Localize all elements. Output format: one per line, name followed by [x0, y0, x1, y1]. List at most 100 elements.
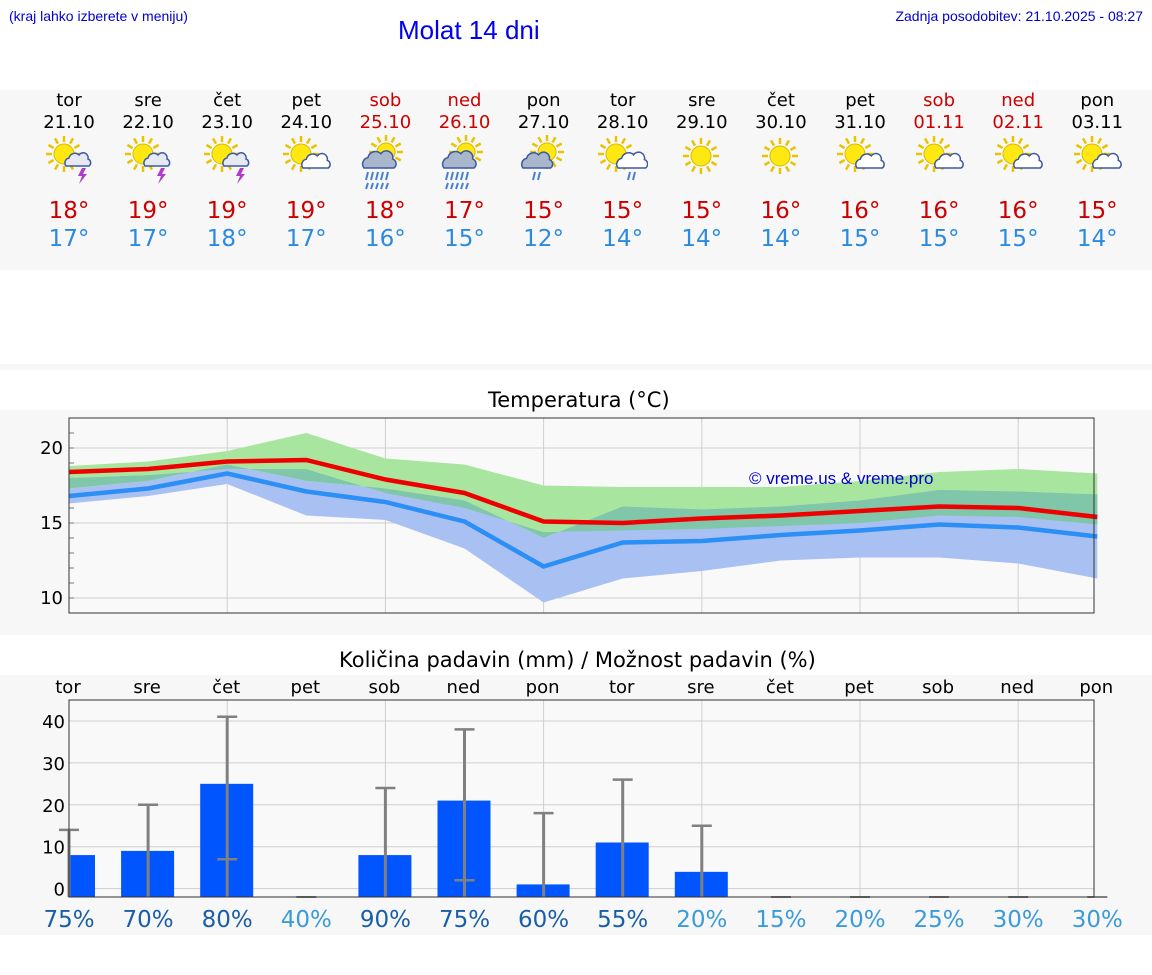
day-column: čet 30.10 16° 14°: [741, 90, 821, 270]
day-date: 31.10: [834, 112, 886, 133]
page-title: Molat 14 dni: [398, 15, 540, 45]
rain-bar: [69, 855, 95, 897]
day-column: sre 22.10 19° 17°: [108, 90, 188, 270]
rain-weekday-label: sre: [133, 677, 160, 698]
temp-max: 19°: [206, 198, 248, 224]
day-name: sre: [134, 90, 162, 111]
day-column: ned 26.10 17° 15°: [425, 90, 505, 270]
temp-max: 15°: [1076, 198, 1118, 224]
last-updated: Zadnja posodobitev: 21.10.2025 - 08:27: [895, 8, 1143, 24]
rain-weekday-label: pet: [844, 677, 874, 698]
day-date: 22.10: [122, 112, 174, 133]
sun-cloud-rain-icon: [597, 136, 648, 181]
day-name: pon: [1080, 90, 1115, 111]
temp-y-tick-label: 20: [40, 438, 63, 459]
menu-hint[interactable]: (kraj lahko izberete v meniju): [9, 8, 188, 24]
temp-plot-frame: [68, 417, 1095, 614]
day-column: pet 31.10 16° 15°: [820, 90, 900, 270]
day-date: 26.10: [438, 112, 491, 133]
rain-probability-label: 20%: [676, 907, 727, 933]
rain-weekday-label: sre: [687, 677, 714, 698]
day-name: pet: [291, 90, 322, 111]
temp-max: 18°: [48, 198, 90, 224]
day-date: 01.11: [913, 112, 965, 133]
rain-y-tick-label: 20: [42, 796, 65, 817]
rain-probability-label: 90%: [360, 907, 411, 933]
rain-probability-label: 30%: [993, 907, 1044, 933]
day-date: 24.10: [280, 112, 333, 133]
day-date: 23.10: [201, 112, 253, 133]
temp-max: 15°: [681, 198, 723, 224]
day-column: sob 01.11 16° 15°: [899, 90, 979, 270]
day-name: tor: [609, 90, 636, 111]
rain-weekday-label: pon: [526, 677, 560, 698]
sun-heavy-rain-icon: [441, 135, 483, 190]
day-date: 25.10: [359, 112, 412, 133]
sun-cloud-thunder-icon: [46, 136, 92, 184]
day-name: čet: [766, 90, 795, 111]
temp-max: 19°: [127, 198, 169, 224]
rain-y-tick-label: 0: [54, 880, 65, 901]
day-name: ned: [447, 90, 482, 111]
rain-plot-frame: [68, 699, 1095, 898]
day-column: tor 28.10 15° 14°: [583, 90, 663, 270]
sun-cloud-icon: [995, 136, 1044, 172]
temp-max: 19°: [285, 198, 327, 224]
rain-weekday-label: tor: [55, 677, 81, 698]
rain-probability-label: 75%: [43, 907, 94, 933]
temp-min: 17°: [127, 226, 169, 252]
temp-min: 14°: [1076, 226, 1118, 252]
min-temp-range-band: [69, 464, 1098, 603]
rain-weekday-label: tor: [609, 677, 635, 698]
rain-weekday-label: pon: [1079, 677, 1113, 698]
day-name: sob: [923, 90, 955, 111]
day-name: čet: [213, 90, 242, 111]
rain-probability-label: 80%: [202, 907, 253, 933]
rain-weekday-label: pet: [291, 677, 321, 698]
day-name: pet: [845, 90, 875, 111]
watermark: © vreme.us & vreme.pro: [749, 469, 933, 488]
temp-min: 15°: [839, 226, 881, 252]
rain-weekday-label: ned: [1000, 677, 1034, 698]
temp-y-tick-label: 15: [40, 513, 63, 534]
temp-min: 14°: [602, 226, 644, 252]
day-column: čet 23.10 19° 18°: [187, 90, 267, 270]
sun-cloud-thunder-icon: [204, 136, 250, 184]
temp-min: 14°: [760, 226, 802, 252]
sun-heavy-rain-icon: [362, 135, 404, 190]
day-date: 02.11: [992, 112, 1044, 133]
temp-min: 17°: [48, 226, 90, 252]
temp-max: 16°: [839, 198, 881, 224]
rain-probability-label: 70%: [123, 907, 174, 933]
day-column: tor 21.10 18° 17°: [29, 90, 109, 270]
rain-probability-label: 15%: [755, 907, 806, 933]
rain-probability-label: 25%: [914, 907, 965, 933]
day-name: sre: [688, 90, 716, 111]
temp-max: 18°: [365, 198, 406, 224]
day-column: sre 29.10 15° 14°: [662, 90, 742, 270]
overlap-temp-range-band: [69, 464, 1098, 538]
rain-weekday-label: čet: [766, 677, 794, 698]
temp-min: 15°: [997, 226, 1039, 252]
day-column: pon 27.10 15° 12°: [504, 90, 584, 270]
max-temp-line: [68, 457, 1098, 526]
day-name: tor: [56, 90, 82, 111]
rain-probability-label: 55%: [597, 907, 648, 933]
min-temp-line: [68, 471, 1098, 569]
sun-rain-icon: [520, 135, 564, 181]
rain-probability-label: 40%: [281, 907, 332, 933]
separator: [0, 364, 1152, 370]
rain-y-tick-label: 30: [42, 754, 65, 775]
rain-weekday-label: čet: [212, 677, 240, 698]
temp-min: 15°: [444, 226, 485, 252]
temp-min: 18°: [206, 226, 248, 252]
day-date: 27.10: [517, 112, 570, 133]
day-date: 03.11: [1071, 112, 1124, 133]
day-date: 21.10: [43, 112, 95, 133]
temp-min: 16°: [365, 226, 406, 252]
day-name: pon: [526, 90, 561, 111]
day-date: 28.10: [596, 112, 649, 133]
temp-max: 16°: [918, 198, 960, 224]
sun-cloud-icon: [283, 136, 332, 172]
